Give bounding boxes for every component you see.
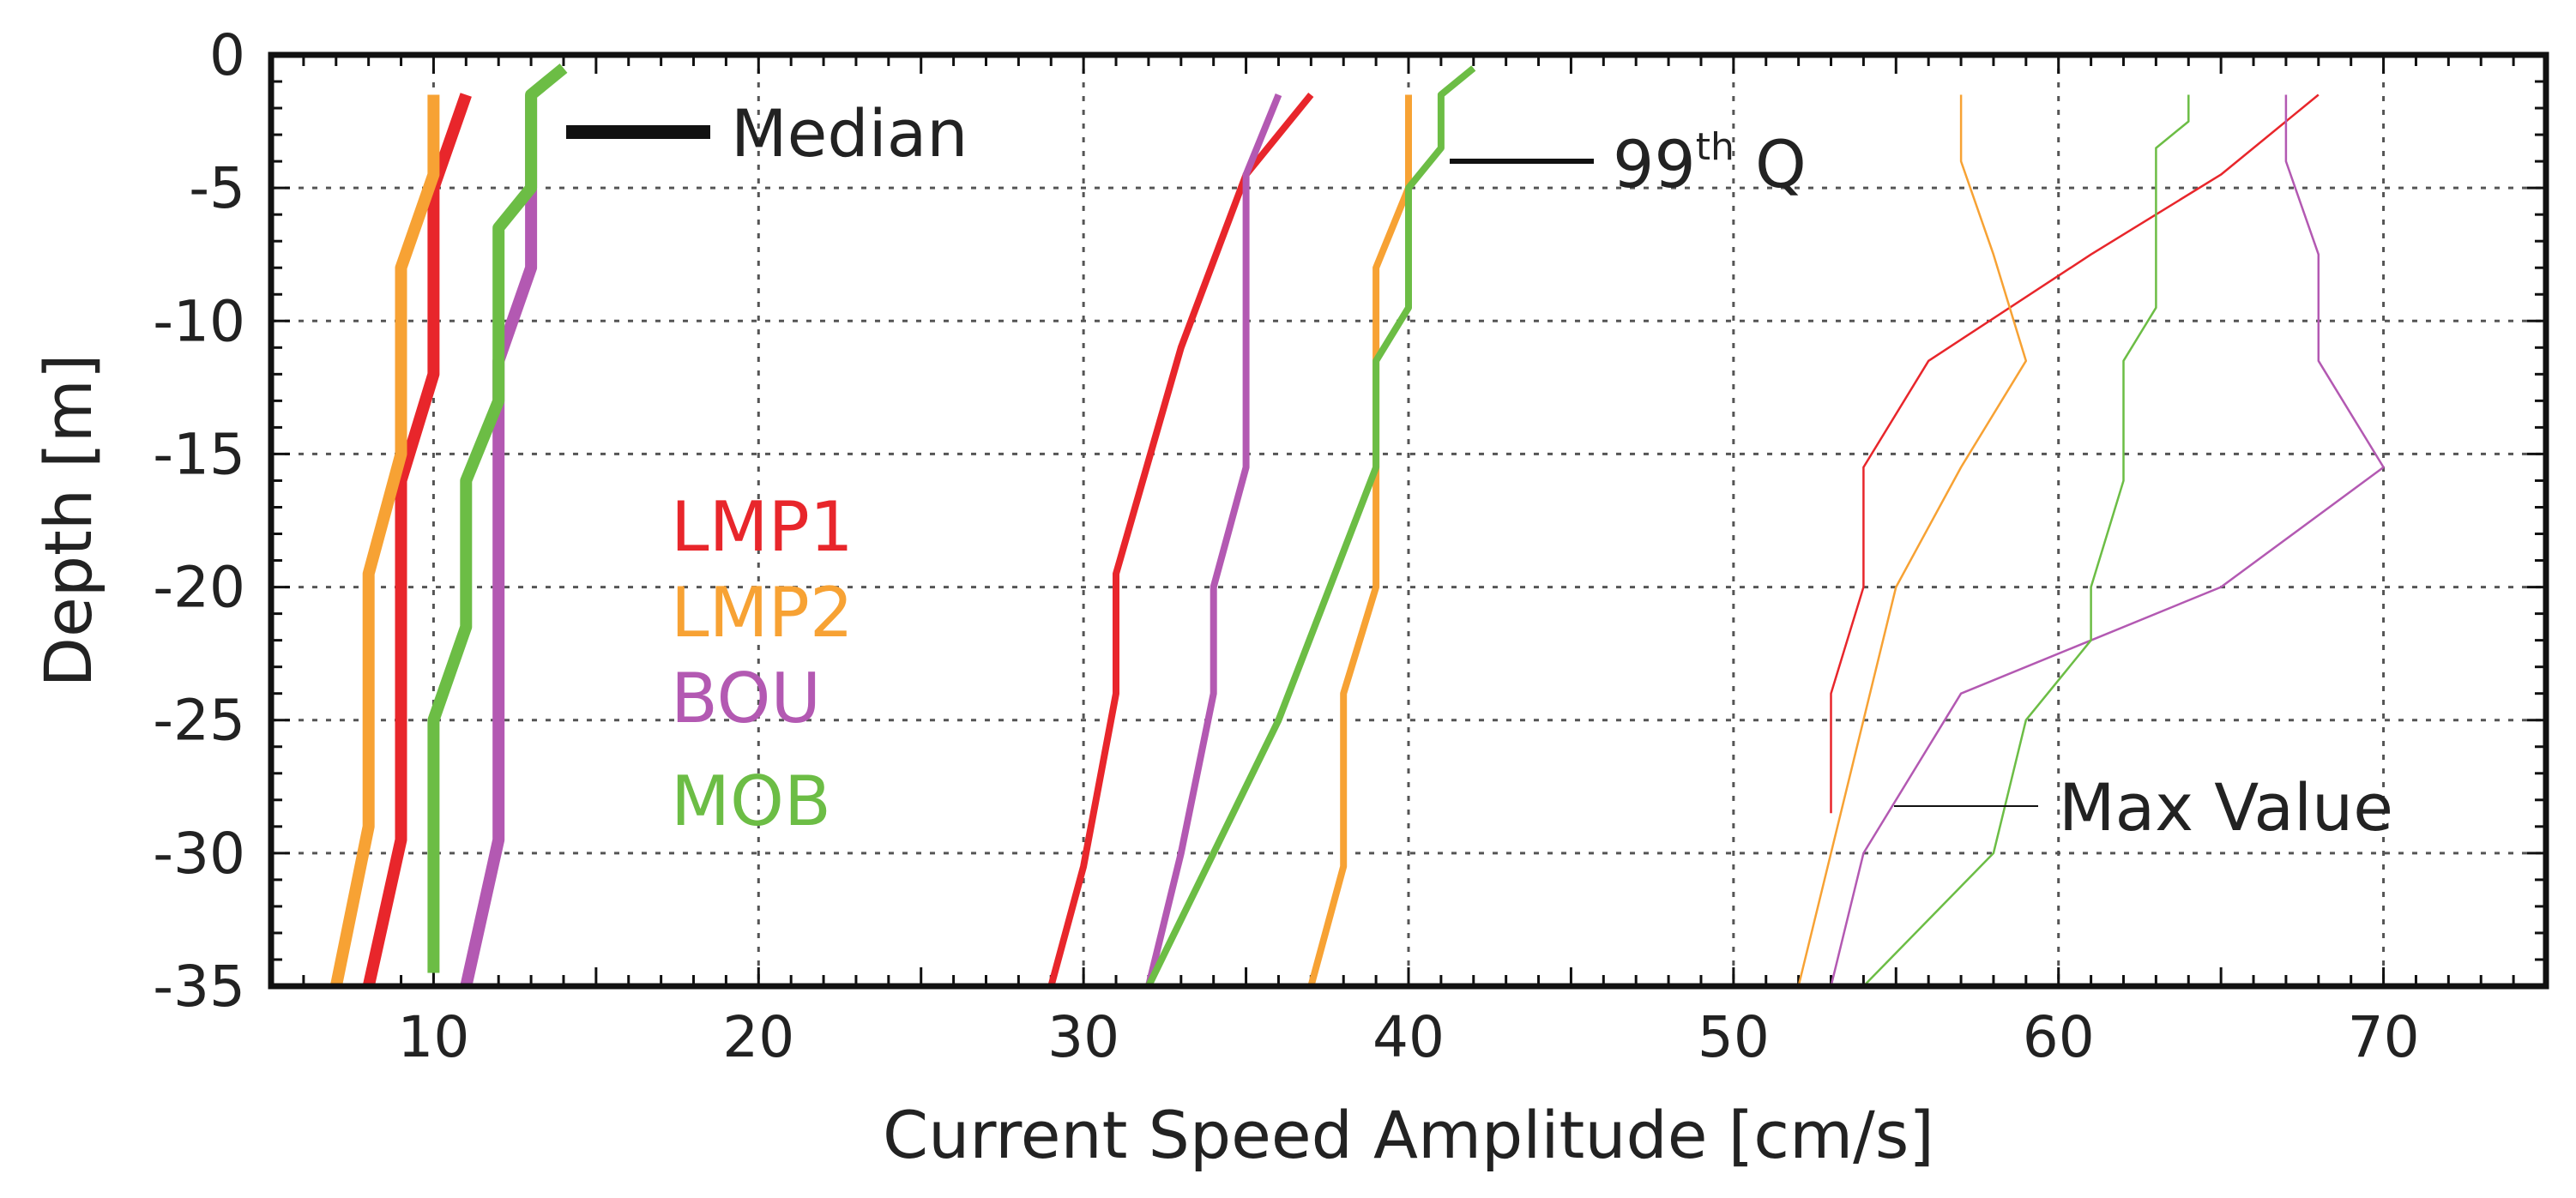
- legend-99th-q-label: 99th Q: [1613, 125, 1807, 202]
- legend-max-value-label: Max Value: [2059, 769, 2393, 846]
- legend-median-label: Median: [731, 95, 968, 172]
- series-line-lmp2-max-value: [1797, 94, 2028, 987]
- y-tick-label: -5: [189, 155, 245, 221]
- legend-max-value: Max Value: [1894, 769, 2393, 846]
- station-label-lmp2: LMP2: [671, 573, 854, 653]
- legend-99th-q-superscript: th: [1696, 125, 1734, 169]
- x-axis-label: Current Speed Amplitude [cm/s]: [883, 1097, 1934, 1173]
- legend-median: Median: [566, 95, 968, 172]
- series-group: [329, 63, 2385, 988]
- y-tick-label: -35: [153, 954, 245, 1020]
- series-line-mob-median: [427, 63, 568, 973]
- y-tick-label: 0: [209, 22, 245, 88]
- y-tick-label: -25: [153, 688, 245, 754]
- x-tick-label: 70: [2348, 1004, 2420, 1070]
- legend-99th-q-number: 99: [1613, 126, 1696, 202]
- x-tick-label: 50: [1698, 1004, 1770, 1070]
- x-tick-label: 10: [397, 1004, 469, 1070]
- station-label-mob: MOB: [671, 762, 831, 841]
- x-tick-label: 30: [1047, 1004, 1119, 1070]
- series-line-lmp2-median: [329, 94, 440, 988]
- y-tick-label: -10: [153, 288, 245, 354]
- series-line-bou-max-value: [1830, 94, 2385, 987]
- series-line-lmp1-max-value: [1830, 93, 2320, 814]
- x-tick-label: 20: [722, 1004, 794, 1070]
- y-tick-label: -30: [153, 821, 245, 887]
- axis-ticks: 10 20 30 40 50 60 70 0 -5 -10 -15 -20 -25 -30 -35: [153, 22, 2419, 1070]
- series-line-bou-99th-q: [1145, 93, 1282, 987]
- station-legend: LMP1 LMP2 BOU MOB: [671, 487, 854, 841]
- plot-frame: [268, 51, 2549, 990]
- series-line-mob-99th-q: [1145, 65, 1476, 988]
- x-tick-label: 60: [2023, 1004, 2095, 1070]
- station-label-bou: BOU: [671, 659, 821, 738]
- y-axis-label: Depth [m]: [30, 354, 106, 688]
- station-label-lmp1: LMP1: [671, 487, 854, 567]
- y-tick-label: -20: [153, 555, 245, 621]
- legend-99th-q: 99th Q: [1450, 125, 1807, 202]
- legend-99th-q-suffix: Q: [1734, 126, 1807, 202]
- series-line-mob-max-value: [1862, 94, 2190, 987]
- y-tick-label: -15: [153, 421, 245, 487]
- x-tick-label: 40: [1372, 1004, 1445, 1070]
